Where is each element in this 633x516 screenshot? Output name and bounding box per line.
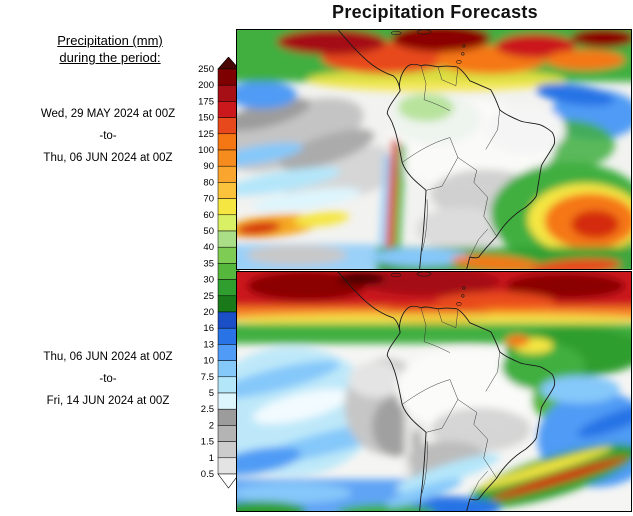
colorbar-tick-label: 150 bbox=[198, 113, 214, 124]
colorbar-tick-label: 1 bbox=[209, 453, 214, 464]
colorbar-tick-label: 30 bbox=[203, 275, 214, 286]
week1-forecast-map bbox=[236, 29, 632, 270]
colorbar-tick-label: 40 bbox=[203, 242, 214, 253]
colorbar-tick-label: 25 bbox=[203, 291, 214, 302]
period-separator: -to- bbox=[99, 130, 117, 142]
legend-heading-line1: Precipitation (mm) bbox=[57, 33, 163, 48]
precipitation-colorbar: 250 200 175 150 125 100 90 80 70 60 50 40 35 30 25 20 16… bbox=[178, 56, 240, 495]
week1-map-svg bbox=[237, 30, 631, 269]
colorbar-tick-label: 2 bbox=[209, 420, 214, 431]
colorbar-tick-label: 200 bbox=[198, 80, 214, 91]
precipitation-field bbox=[237, 30, 631, 269]
period-end-date: Thu, 06 JUN 2024 at 00Z bbox=[43, 152, 173, 164]
colorbar-tick-label: 0.5 bbox=[201, 469, 214, 480]
colorbar-tick-label: 50 bbox=[203, 226, 214, 237]
week2-forecast-map bbox=[236, 271, 632, 512]
colorbar-tick-label: 13 bbox=[203, 339, 214, 350]
period-start-date: Wed, 29 MAY 2024 at 00Z bbox=[40, 108, 176, 120]
colorbar-tick-label: 70 bbox=[203, 194, 214, 205]
colorbar-tick-label: 250 bbox=[198, 64, 214, 75]
week2-map-svg bbox=[237, 272, 631, 511]
forecast-period-1: Wed, 29 MAY 2024 at 00Z -to- Thu, 06 JUN… bbox=[2, 103, 214, 169]
period-start-date: Thu, 06 JUN 2024 at 00Z bbox=[43, 351, 173, 363]
colorbar-tick-label: 2.5 bbox=[201, 404, 214, 415]
colorbar-tick-label: 125 bbox=[198, 129, 214, 140]
colorbar-tick-label: 100 bbox=[198, 145, 214, 156]
colorbar-svg: 2502001751501251009080706050403530252016… bbox=[198, 56, 240, 489]
colorbar-tick-label: 175 bbox=[198, 96, 214, 107]
page-title: Precipitation Forecasts bbox=[332, 2, 538, 22]
period-separator: -to- bbox=[99, 373, 117, 385]
colorbar-tick-label: 20 bbox=[203, 307, 214, 318]
period-end-date: Fri, 14 JUN 2024 at 00Z bbox=[46, 395, 170, 407]
colorbar-tick-label: 90 bbox=[203, 161, 214, 172]
legend-heading: Precipitation (mm) during the period: bbox=[10, 32, 210, 66]
legend-heading-line2: during the period: bbox=[59, 50, 161, 65]
colorbar-tick-label: 16 bbox=[203, 323, 214, 334]
forecast-period-2: Thu, 06 JUN 2024 at 00Z -to- Fri, 14 JUN… bbox=[2, 346, 214, 412]
colorbar-tick-label: 1.5 bbox=[201, 437, 214, 448]
colorbar-tick-label: 60 bbox=[203, 210, 214, 221]
colorbar-tick-label: 5 bbox=[209, 388, 214, 399]
colorbar-tick-label: 80 bbox=[203, 177, 214, 188]
colorbar-tick-label: 35 bbox=[203, 258, 214, 269]
coastline-and-borders bbox=[337, 30, 556, 269]
precipitation-field bbox=[237, 272, 631, 511]
colorbar-tick-label: 10 bbox=[203, 356, 214, 367]
colorbar-bottom-arrow bbox=[217, 473, 240, 489]
colorbar-tick-label: 7.5 bbox=[201, 372, 214, 383]
